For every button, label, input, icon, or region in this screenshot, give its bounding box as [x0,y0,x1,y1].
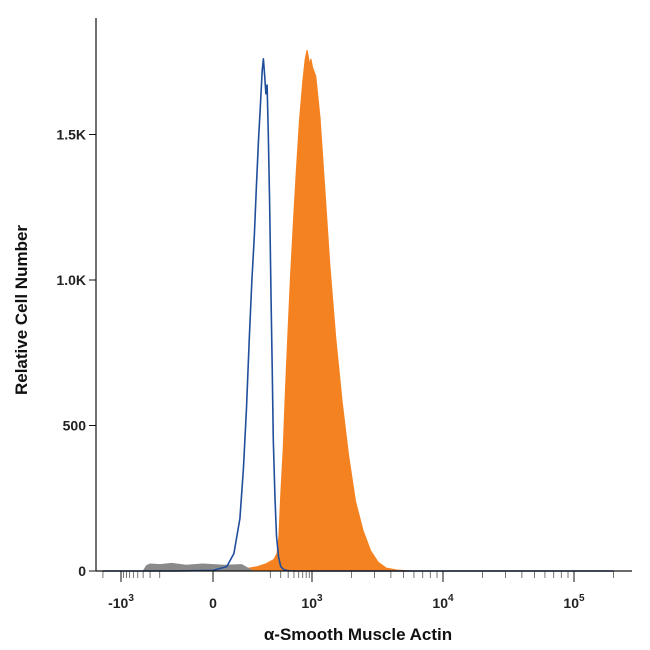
y-tick-label-0: 0 [78,563,86,579]
series-1-area [102,49,614,572]
series-0-outline [102,58,614,572]
x-minor-ticks [102,571,614,578]
x-ticks: -103 0 103 104 105 [108,571,585,611]
x-tick-label-4: 105 [563,593,585,611]
series-layer [102,49,614,572]
x-tick-label-1: 0 [209,595,217,611]
y-tick-label-3: 1.5K [56,127,86,143]
y-tick-label-2: 1.0K [56,272,86,288]
y-axis-title: Relative Cell Number [12,225,31,395]
y-tick-label-1: 500 [63,418,87,434]
series-2-area [142,562,256,572]
x-tick-label-3: 104 [432,593,454,611]
x-tick-label-0: -103 [108,593,134,611]
y-ticks: 0 500 1.0K 1.5K [56,127,96,579]
x-axis-title: α-Smooth Muscle Actin [264,625,452,644]
x-tick-label-2: 103 [301,593,323,611]
